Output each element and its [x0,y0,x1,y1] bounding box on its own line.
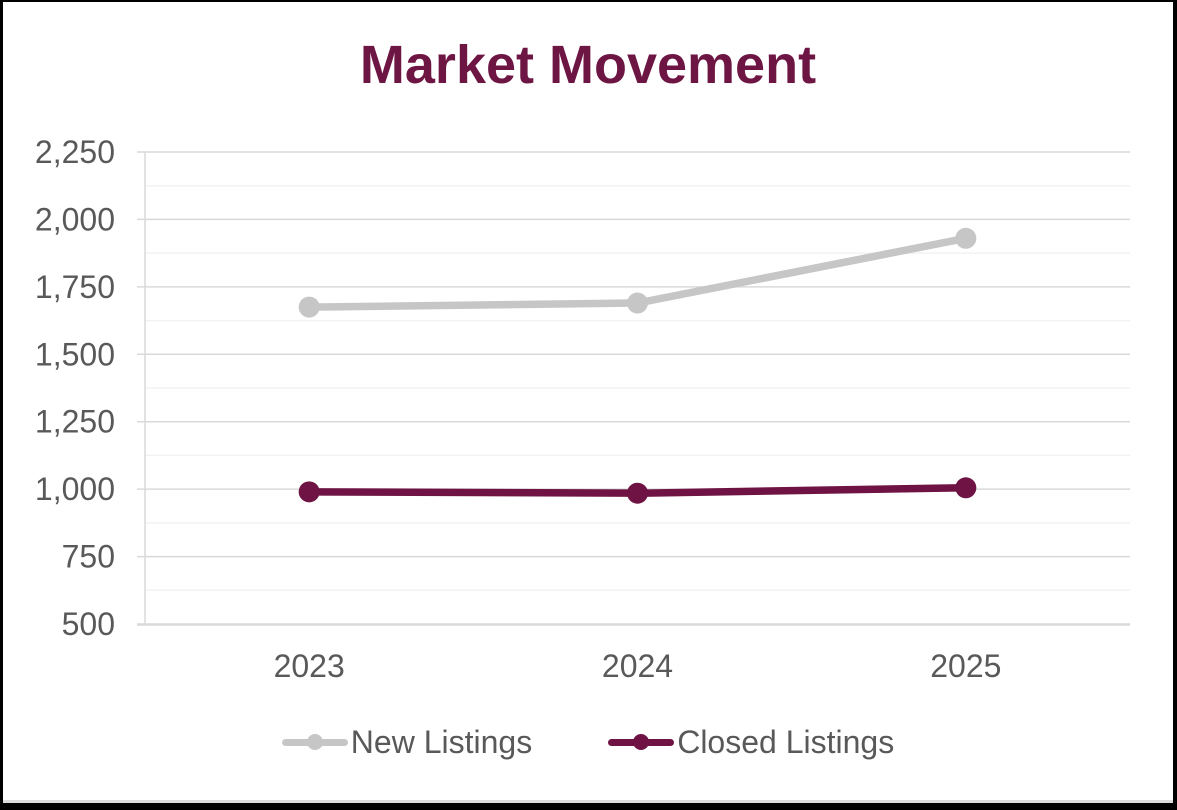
window-bottom-edge [3,800,1173,803]
chart-title: Market Movement [359,35,817,95]
data-point-closed-listings-2023 [298,481,320,503]
y-axis-tick-label: 1,750 [35,269,115,305]
legend-item-new-listings: New Listings [281,724,533,760]
y-axis-tick-label: 1,250 [35,404,115,440]
y-axis-tick-label: 750 [62,539,115,575]
y-axis-tick-label: 2,000 [35,201,115,237]
x-axis-tick-label: 2025 [930,648,1001,684]
legend-label: New Listings [350,724,533,760]
legend-marker-icon [608,733,675,751]
chart-canvas: Market Movement 500 750 1,000 1,250 1,500 1,7… [3,2,1173,803]
legend-marker-icon [281,733,348,751]
chart-svg: 500 750 1,000 1,250 1,500 1,750 2,000 2,250 2023… [35,134,1130,684]
x-axis-tick-label: 2023 [274,648,345,684]
data-point-new-listings-2023 [298,296,320,318]
data-point-new-listings-2025 [955,227,977,249]
y-axis-tick-label: 1,500 [35,336,115,372]
data-point-closed-listings-2025 [955,477,977,499]
y-axis-tick-label: 2,250 [35,134,115,170]
chart-legend: New Listings Closed Listings [3,726,1173,758]
legend-label: Closed Listings [677,724,895,760]
y-axis-tick-label: 1,000 [35,471,115,507]
data-point-closed-listings-2024 [627,482,648,504]
x-axis-tick-label: 2024 [602,648,673,684]
data-point-new-listings-2024 [627,292,648,314]
legend-item-closed-listings: Closed Listings [608,726,894,758]
y-axis-tick-label: 500 [62,606,115,642]
